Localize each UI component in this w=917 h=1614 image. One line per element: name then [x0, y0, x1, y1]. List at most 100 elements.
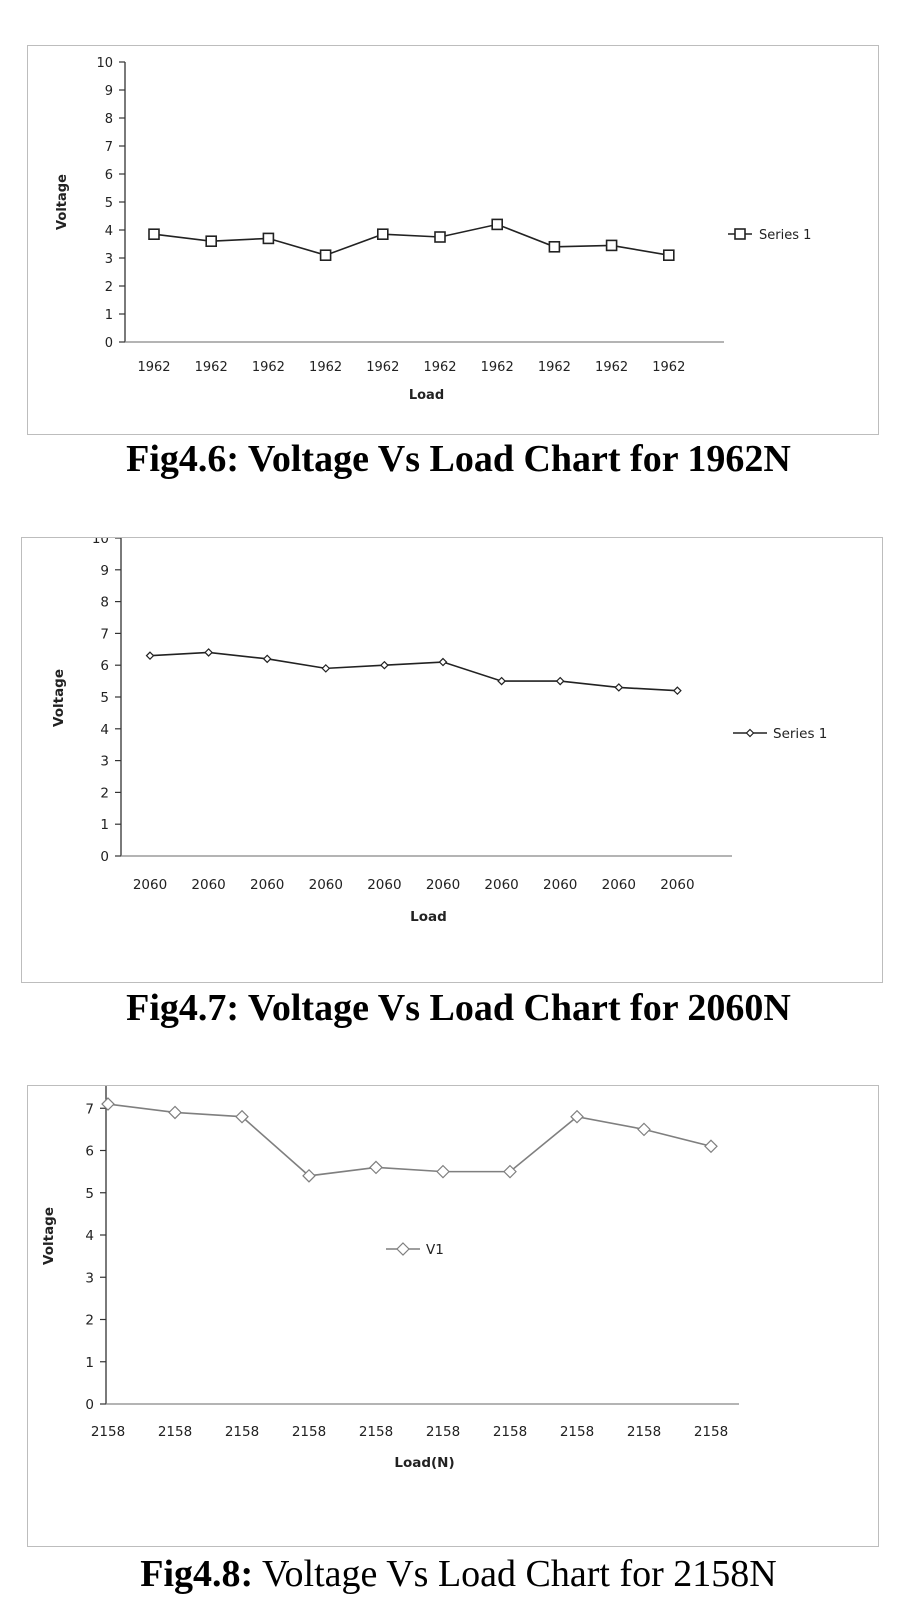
data-point [555, 676, 565, 686]
y-tick-label: 0 [85, 1397, 94, 1413]
y-tick-label: 4 [105, 224, 113, 239]
data-point [662, 249, 675, 261]
data-point [235, 1109, 249, 1124]
legend-marker [396, 1242, 410, 1256]
y-tick-label: 5 [100, 690, 109, 706]
chart-1-panel: 0 1 2 3 4 5 6 7 8 9 10 1962 1962 1962 1962 1962 1962 1962… [27, 45, 879, 435]
y-tick-label: 4 [100, 722, 109, 738]
x-axis-label: Load(N) [394, 1455, 454, 1471]
figure-caption-3: Fig4.8: Voltage Vs Load Chart for 2158N [0, 1552, 917, 1596]
x-tick-label: 2060 [133, 877, 167, 893]
figure-caption-2-label: Fig4.7: [126, 987, 240, 1029]
chart-3-svg: 0123456782158215821582158215821582158215… [41, 1086, 739, 1471]
y-tick-label: 2 [85, 1313, 94, 1329]
series-line [149, 651, 678, 692]
y-tick-label: 6 [100, 658, 109, 674]
legend-label: V1 [426, 1242, 444, 1258]
chart-3-panel: 0123456782158215821582158215821582158215… [27, 1085, 879, 1547]
x-tick-label: 2158 [359, 1424, 393, 1440]
data-point [369, 1160, 383, 1175]
series-line [107, 1103, 712, 1177]
series-line [153, 223, 669, 257]
y-tick-label: 1 [100, 817, 109, 833]
x-tick-label: 2158 [493, 1424, 527, 1440]
x-tick-label: 2158 [91, 1424, 125, 1440]
x-tick-label: 2060 [484, 877, 518, 893]
data-point [637, 1122, 651, 1137]
data-point [168, 1105, 182, 1120]
chart-1-svg: 0 1 2 3 4 5 6 7 8 9 10 1962 1962 1962 1962 1962 1962 1962… [55, 56, 811, 403]
data-point [673, 686, 682, 695]
figure-caption-1-label: Fig4.6: [126, 438, 240, 480]
y-tick-label: 9 [105, 84, 113, 99]
data-point [436, 1164, 450, 1179]
x-tick-label: 2158 [560, 1424, 594, 1440]
chart-2-panel: 0 1 2 3 4 5 6 7 8 9 10 2060 2060 2060 2060 2060 2060 2060… [21, 537, 883, 983]
y-axis-label: Voltage [55, 174, 70, 230]
x-tick-label: 1962 [481, 360, 514, 375]
data-point [148, 228, 160, 240]
y-tick-label: 10 [96, 56, 113, 71]
y-tick-label: 7 [105, 140, 113, 155]
x-tick-label: 2158 [292, 1424, 326, 1440]
figure-caption-3-label: Fig4.8: [140, 1553, 254, 1595]
data-point [262, 232, 275, 245]
x-tick-label: 2060 [367, 877, 401, 893]
data-point [438, 657, 448, 667]
y-tick-label: 5 [85, 1186, 94, 1202]
figure-caption-3-text: Voltage Vs Load Chart for 2158N [253, 1553, 777, 1595]
x-tick-label: 2158 [694, 1424, 728, 1440]
data-point [548, 241, 561, 253]
x-tick-label: 2060 [543, 877, 577, 893]
x-tick-label: 1962 [195, 360, 228, 375]
data-point [145, 651, 155, 661]
figure-caption-1-text: Voltage Vs Load Chart for 1962N [239, 438, 791, 480]
x-tick-label: 2060 [602, 877, 636, 893]
legend-marker [734, 228, 746, 240]
x-tick-label: 1962 [538, 360, 571, 375]
y-tick-label: 8 [105, 112, 113, 127]
data-point [704, 1139, 718, 1154]
data-point [614, 683, 624, 692]
figure-caption-1: Fig4.6: Voltage Vs Load Chart for 1962N [0, 437, 917, 481]
x-tick-label: 2158 [158, 1424, 192, 1440]
x-tick-label: 2060 [250, 877, 284, 893]
x-axis-label: Load [410, 909, 447, 925]
x-tick-label: 2158 [627, 1424, 661, 1440]
y-tick-label: 3 [100, 754, 109, 770]
x-tick-label: 1962 [366, 360, 399, 375]
data-point [570, 1109, 584, 1124]
y-tick-label: 2 [105, 280, 113, 295]
y-tick-label: 1 [105, 308, 113, 323]
y-tick-label: 5 [105, 196, 113, 211]
data-point [434, 231, 446, 243]
data-point [262, 654, 272, 664]
x-tick-label: 2158 [426, 1424, 460, 1440]
y-tick-label: 3 [85, 1270, 94, 1286]
data-point [204, 648, 213, 657]
data-point [376, 228, 389, 240]
x-tick-label: 1962 [137, 360, 170, 375]
data-point [503, 1164, 517, 1179]
x-tick-label: 2060 [660, 877, 694, 893]
x-tick-label: 2060 [426, 877, 460, 893]
data-point [205, 235, 217, 247]
x-tick-label: 1962 [309, 360, 342, 375]
y-tick-label: 1 [85, 1355, 94, 1371]
y-tick-label: 2 [100, 785, 109, 801]
x-axis-label: Load [409, 388, 444, 403]
y-tick-label: 7 [100, 626, 109, 642]
y-tick-label: 0 [100, 849, 109, 865]
data-point [605, 239, 618, 252]
y-tick-label: 6 [85, 1144, 94, 1160]
x-tick-label: 2060 [191, 877, 225, 893]
data-point [302, 1169, 316, 1183]
data-point [101, 1097, 115, 1111]
x-tick-label: 1962 [595, 360, 628, 375]
x-tick-label: 2158 [225, 1424, 259, 1440]
y-tick-label: 6 [105, 168, 113, 183]
chart-2-svg: 0 1 2 3 4 5 6 7 8 9 10 2060 2060 2060 2060 2060 2060 2060… [51, 538, 827, 925]
data-point [380, 660, 389, 670]
y-tick-label: 4 [85, 1228, 94, 1244]
y-tick-label: 7 [85, 1101, 94, 1117]
